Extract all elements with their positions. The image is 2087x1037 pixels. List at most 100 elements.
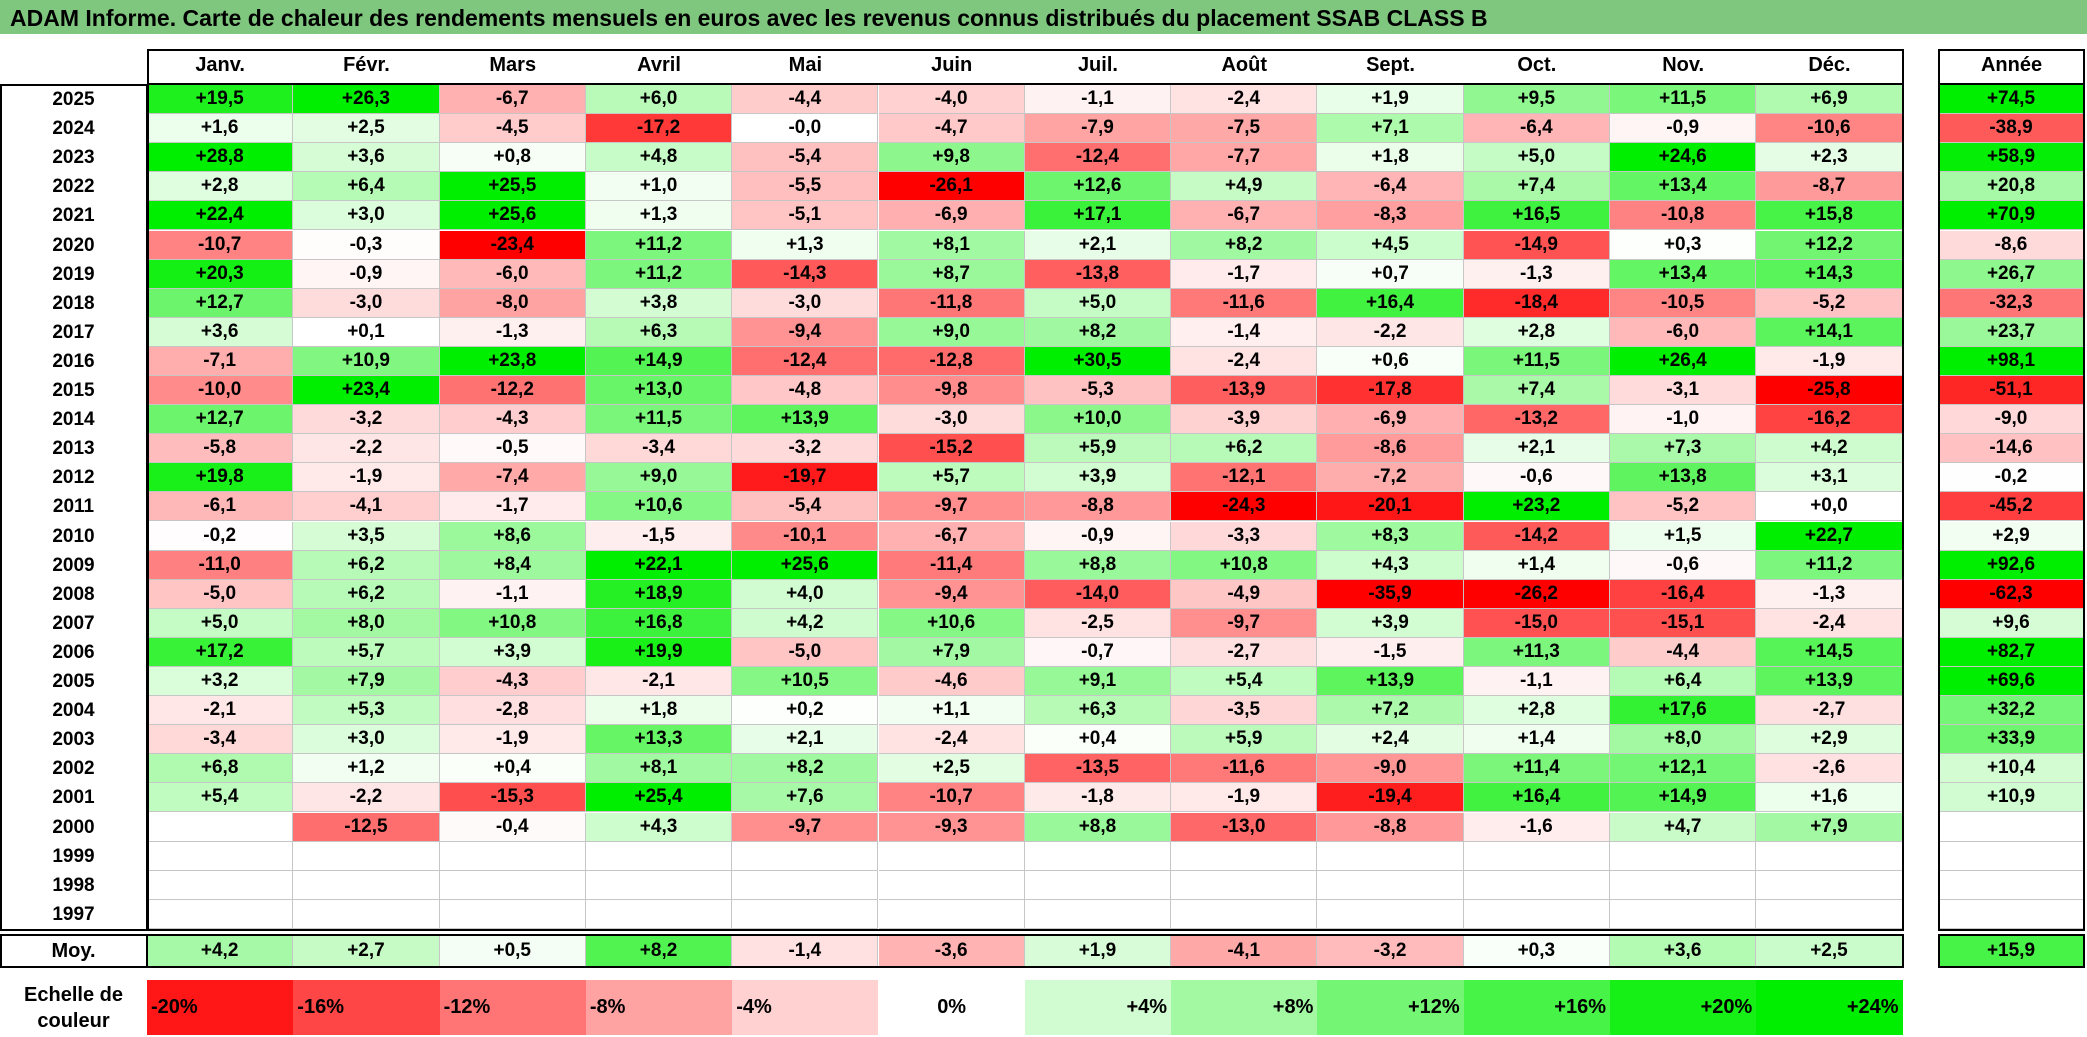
heatmap-cell: -10,5 [1610,288,1757,318]
heatmap-cell: -16,4 [1610,579,1757,609]
annual-cell: +26,7 [1938,259,2085,289]
heatmap-cell: +0,7 [1317,259,1464,289]
annual-cell: +69,6 [1938,667,2085,697]
heatmap-cell: +15,8 [1756,201,1903,231]
heatmap-cell: +7,2 [1317,696,1464,726]
heatmap-cell: -23,4 [439,230,586,260]
heatmap-cell: -0,9 [293,259,440,289]
average-cell: -3,2 [1317,934,1464,967]
heatmap-cell: -4,3 [439,667,586,697]
heatmap-cell: -10,7 [147,230,294,260]
heatmap-cell: -5,3 [1024,376,1172,406]
annual-cell: -14,6 [1938,434,2085,464]
column-header-10: Nov. [1662,54,1705,76]
heatmap-cell: +3,5 [293,521,440,551]
heatmap-cell [878,870,1025,900]
heatmap-cell: +6,3 [585,317,733,347]
heatmap-cell: -0,3 [293,230,440,260]
heatmap-cell: +14,9 [585,346,733,376]
scale-swatch: +20% [1610,980,1757,1035]
heatmap-cell: +26,4 [1610,346,1757,376]
heatmap-cell: +26,3 [293,85,440,115]
heatmap-cell: +7,3 [1610,434,1757,464]
heatmap-cell: +6,8 [147,754,294,784]
heatmap-cell [147,812,294,842]
scale-label-line2: couleur [37,1010,110,1032]
heatmap-cell [1756,870,1903,900]
heatmap-cell: -1,1 [439,579,586,609]
heatmap-cell: +1,8 [1317,143,1464,173]
heatmap-cell: +10,6 [878,608,1025,638]
heatmap-cell: -2,6 [1756,754,1903,784]
heatmap-cell: +3,1 [1756,463,1903,493]
heatmap-cell: +6,2 [293,550,440,580]
heatmap-cell: +7,4 [1463,172,1610,202]
heatmap-cell: -1,0 [1610,405,1757,435]
heatmap-cell: -8,0 [439,288,586,318]
average-cell: -3,6 [878,934,1025,967]
year-label: 2002 [52,758,95,780]
annual-cell: +2,9 [1938,521,2085,551]
heatmap-cell: +2,1 [1463,434,1610,464]
heatmap-cell: -3,4 [585,434,733,464]
heatmap-cell: +11,2 [585,259,733,289]
heatmap-cell: +0,6 [1317,346,1464,376]
heatmap-cell: +8,6 [439,521,586,551]
heatmap-cell: +19,5 [147,85,294,115]
heatmap-cell: -3,4 [147,725,294,755]
average-cell: +1,9 [1024,934,1172,967]
heatmap-cell: +20,3 [147,259,294,289]
heatmap-cell [1024,899,1172,929]
annual-cell: -38,9 [1938,114,2085,144]
heatmap-cell: +16,8 [585,608,733,638]
heatmap-cell: +7,6 [732,783,879,813]
heatmap-cell: +7,9 [878,637,1025,667]
heatmap-cell: -10,7 [878,783,1025,813]
heatmap-cell: +23,8 [439,346,586,376]
heatmap-cell: +25,5 [439,172,586,202]
heatmap-cell: +18,9 [585,579,733,609]
heatmap-cell: -2,1 [147,696,294,726]
heatmap-cell [585,870,733,900]
heatmap-cell: +3,9 [439,637,586,667]
heatmap-cell [732,870,879,900]
heatmap-cell: -2,2 [293,434,440,464]
annual-cell: +74,5 [1938,85,2085,115]
heatmap-cell: -2,7 [1171,637,1318,667]
annual-cell: +58,9 [1938,143,2085,173]
heatmap-cell: -6,4 [1463,114,1610,144]
heatmap-cell: +6,2 [293,579,440,609]
heatmap-cell [1171,870,1318,900]
heatmap-cell: +1,2 [293,754,440,784]
heatmap-cell [147,899,294,929]
heatmap-cell: +10,6 [585,492,733,522]
heatmap-cell: +3,6 [147,317,294,347]
heatmap-cell: +1,6 [147,114,294,144]
heatmap-cell: -3,1 [1610,376,1757,406]
heatmap-cell: -0,6 [1463,463,1610,493]
heatmap-cell: +17,2 [147,637,294,667]
heatmap-cell: -0,5 [439,434,586,464]
heatmap-cell: -6,9 [878,201,1025,231]
heatmap-cell: +9,5 [1463,85,1610,115]
heatmap-cell: -12,1 [1171,463,1318,493]
heatmap-cell [439,899,586,929]
heatmap-cell: -4,6 [878,667,1025,697]
heatmap-cell: +1,4 [1463,725,1610,755]
heatmap-cell: +8,0 [1610,725,1757,755]
heatmap-cell: +2,1 [1024,230,1172,260]
heatmap-cell: -9,0 [1317,754,1464,784]
heatmap-cell: +16,4 [1317,288,1464,318]
heatmap-cell: -2,2 [293,783,440,813]
average-cell: -4,1 [1171,934,1318,967]
heatmap-cell [1171,841,1318,871]
heatmap-cell: -4,9 [1171,579,1318,609]
heatmap-cell: -0,2 [147,521,294,551]
heatmap-cell [293,841,440,871]
heatmap-cell: -15,3 [439,783,586,813]
heatmap-cell: -1,5 [585,521,733,551]
heatmap-cell: -6,0 [1610,317,1757,347]
heatmap-cell: +8,7 [878,259,1025,289]
annual-cell: -51,1 [1938,376,2085,406]
heatmap-cell: -3,2 [732,434,879,464]
